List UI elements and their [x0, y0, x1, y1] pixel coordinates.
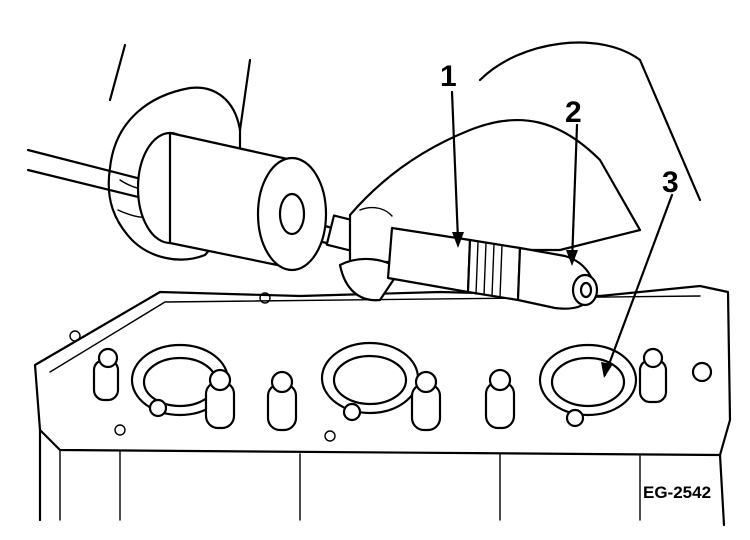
puller-tool: [386, 226, 599, 310]
right-hand: [338, 41, 702, 302]
callout-3: 3: [662, 166, 679, 199]
leader-arrow-2: [566, 250, 578, 266]
callout-1: 1: [440, 60, 457, 93]
leader-arrow-3: [601, 362, 613, 378]
slide-hammer: [26, 131, 362, 272]
figure-code: EG-2542: [643, 483, 711, 502]
bolt-bosses: [69, 292, 713, 442]
valve-seats: [130, 341, 638, 417]
leader-line-1: [450, 90, 460, 242]
leader-line-2: [570, 123, 579, 264]
leader-lines: [450, 90, 674, 378]
leader-arrow-1: [452, 232, 464, 248]
leader-line-3: [603, 193, 674, 377]
callout-2: 2: [565, 96, 582, 129]
